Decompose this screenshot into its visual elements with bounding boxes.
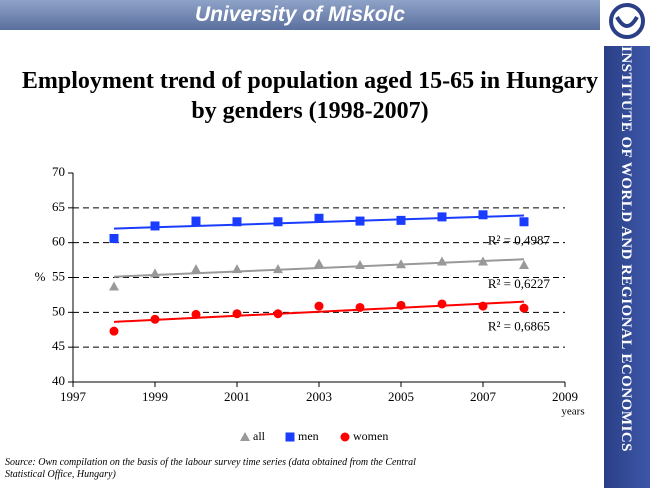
point [519, 217, 529, 227]
point [191, 216, 201, 226]
legend-label: women [353, 429, 388, 443]
x-tick-label: 2005 [388, 389, 414, 404]
sidebar: INSTITUTE OF WORLD AND REGIONAL ECONOMIC… [604, 30, 650, 488]
point [232, 309, 242, 319]
point [519, 259, 529, 269]
point [396, 215, 406, 225]
point [273, 217, 283, 227]
x-tick-label: 1997 [60, 389, 87, 404]
y-tick-label: 70 [52, 164, 65, 179]
point [232, 217, 242, 227]
point [437, 299, 447, 309]
point [191, 264, 201, 274]
point [478, 210, 488, 220]
legend-marker [240, 432, 250, 441]
point [478, 256, 488, 266]
y-tick-label: 50 [52, 303, 65, 318]
source-note: Source: Own compilation on the basis of … [5, 457, 416, 480]
x-tick-label: 2003 [306, 389, 332, 404]
point [314, 213, 324, 223]
logo [604, 0, 650, 46]
point [150, 221, 160, 231]
y-tick-label: 40 [52, 373, 65, 388]
trend-line [113, 258, 525, 278]
point [191, 309, 201, 319]
legend-marker [285, 432, 295, 442]
trend-line [113, 300, 525, 323]
legend-marker [340, 432, 350, 442]
point [150, 314, 160, 324]
point [232, 264, 242, 274]
y-tick-label: 55 [52, 268, 65, 283]
banner: University of Miskolc [0, 0, 600, 30]
x-tick-label: 2001 [224, 389, 250, 404]
point [314, 258, 324, 268]
point [396, 259, 406, 269]
point [355, 259, 365, 269]
point [396, 300, 406, 310]
y-tick-label: 45 [52, 338, 65, 353]
point [478, 301, 488, 311]
point [150, 268, 160, 278]
point [109, 281, 119, 291]
chart: 40 45 50 55 60 65 70 1997 1999 2001 2003 2005 2007 20… [35, 164, 585, 443]
point [437, 212, 447, 222]
point [355, 302, 365, 312]
trend-label: R² = 0,6865 [488, 319, 550, 334]
point [109, 326, 119, 336]
legend-label: all [253, 429, 266, 443]
trend-label: R² = 0,4987 [488, 232, 551, 247]
point [314, 301, 324, 311]
x-tick-label: 2007 [470, 389, 497, 404]
y-tick-label: 65 [52, 199, 65, 214]
point [519, 303, 529, 313]
x-tick-label: 2009 [552, 389, 578, 404]
point [273, 264, 283, 274]
x-axis-label: years [561, 406, 584, 418]
x-tick-label: 1999 [142, 389, 168, 404]
point [355, 216, 365, 226]
y-axis-label: % [35, 269, 46, 284]
legend-label: men [298, 429, 319, 443]
chart-title: Employment trend of population aged 15-6… [21, 68, 599, 124]
y-tick-label: 60 [52, 234, 65, 249]
point [273, 309, 283, 319]
sidebar-text: INSTITUTE OF WORLD AND REGIONAL ECONOMIC… [618, 46, 634, 452]
point [109, 233, 119, 243]
trend-label: R² = 0,6227 [488, 276, 551, 291]
point [437, 256, 447, 266]
